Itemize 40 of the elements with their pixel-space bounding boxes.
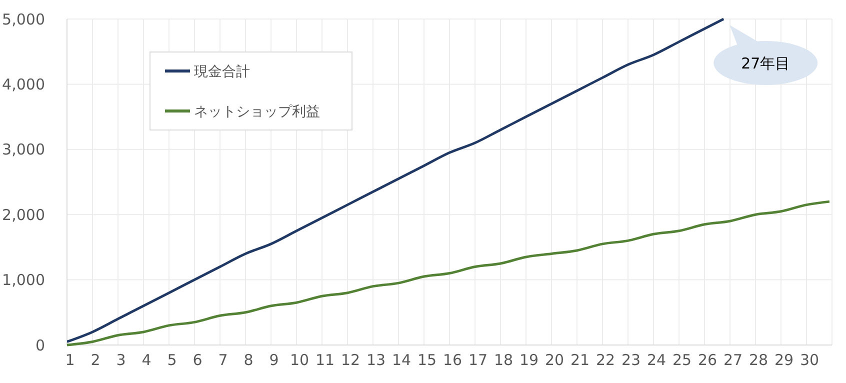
x-tick-label: 18 xyxy=(494,351,514,369)
x-tick-label: 22 xyxy=(596,351,616,369)
x-tick-label: 25 xyxy=(672,351,692,369)
x-tick-label: 17 xyxy=(468,351,488,369)
x-tick-label: 28 xyxy=(748,351,768,369)
x-tick-label: 5 xyxy=(167,351,177,369)
x-tick-label: 26 xyxy=(698,351,718,369)
x-tick-label: 27 xyxy=(723,351,743,369)
x-tick-label: 4 xyxy=(142,351,152,369)
y-tick-label: 4,000 xyxy=(2,75,45,94)
x-tick-label: 11 xyxy=(315,351,335,369)
x-tick-label: 1 xyxy=(65,351,75,369)
line-series xyxy=(67,18,725,343)
x-tick-label: 15 xyxy=(417,351,437,369)
legend-label: 現金合計 xyxy=(194,64,250,80)
annotation: 27年目 xyxy=(741,54,790,72)
x-tick-label: 9 xyxy=(269,351,279,369)
y-tick-label: 0 xyxy=(35,336,45,354)
x-tick-label: 3 xyxy=(116,351,126,369)
x-tick-label: 29 xyxy=(774,351,794,369)
x-tick-label: 30 xyxy=(800,351,820,369)
x-tick-label: 16 xyxy=(442,351,462,369)
x-tick-label: 20 xyxy=(544,351,564,369)
x-tick-label: 8 xyxy=(244,351,254,369)
x-tick-label: 19 xyxy=(519,351,539,369)
x-tick-label: 12 xyxy=(340,351,360,369)
y-tick-label: 2,000 xyxy=(2,206,45,224)
x-tick-label: 21 xyxy=(570,351,590,369)
x-tick-label: 14 xyxy=(392,351,412,369)
x-tick-label: 2 xyxy=(90,351,100,369)
x-tick-label: 24 xyxy=(646,351,666,369)
x-tick-label: 10 xyxy=(290,351,310,369)
x-tick-label: 6 xyxy=(192,351,202,369)
y-tick-label: 3,000 xyxy=(2,140,45,159)
x-tick-label: 7 xyxy=(218,351,228,369)
y-tick-label: 5,000 xyxy=(2,10,45,28)
y-tick-label: 1,000 xyxy=(2,271,45,290)
legend-label: ネットショップ利益 xyxy=(194,104,320,120)
x-tick-label: 23 xyxy=(621,351,641,369)
x-tick-label: 13 xyxy=(366,351,386,369)
